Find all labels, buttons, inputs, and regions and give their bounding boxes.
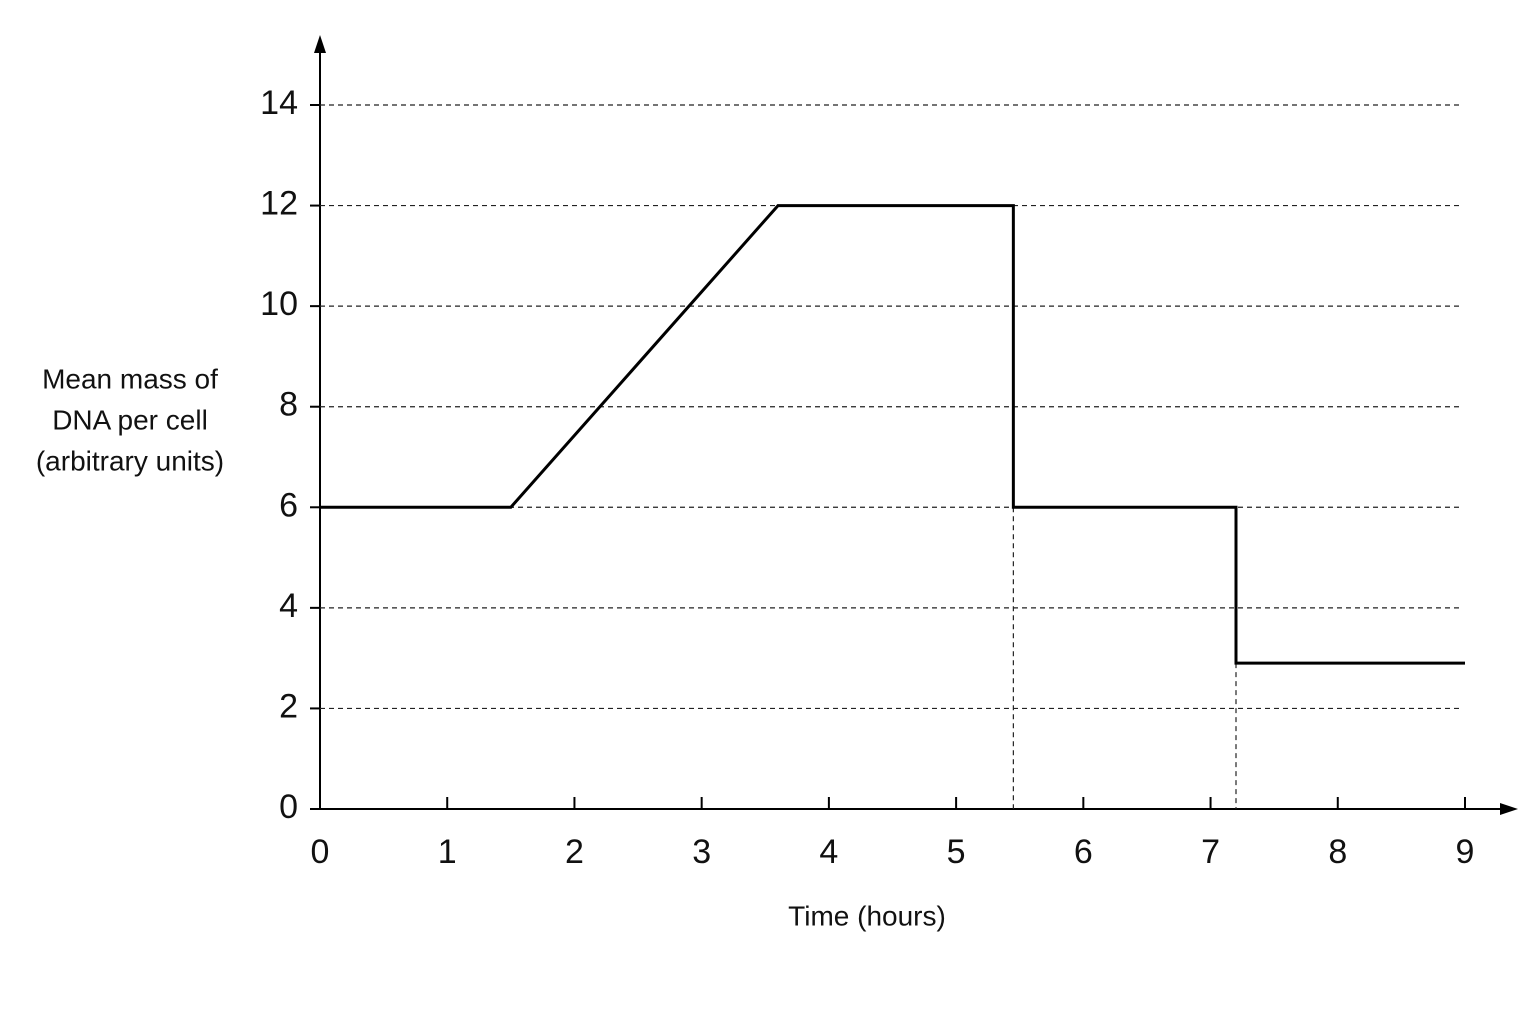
x-tick-label: 9 [1456,833,1475,871]
y-tick-label: 10 [260,285,298,323]
x-tick-label: 6 [1074,833,1093,871]
y-tick-label: 0 [279,788,298,826]
x-tick-label: 8 [1328,833,1347,871]
x-tick-label: 7 [1201,833,1220,871]
y-tick-label: 14 [260,84,298,122]
x-tick-label: 0 [311,833,330,871]
y-axis-label: Mean mass of [42,363,218,394]
y-tick-label: 2 [279,687,298,725]
y-axis-arrow [314,35,326,53]
x-axis-arrow [1500,803,1518,815]
y-tick-label: 6 [279,486,298,524]
x-tick-label: 3 [692,833,711,871]
x-tick-label: 1 [438,833,457,871]
x-axis-label: Time (hours) [788,900,946,931]
y-tick-label: 4 [279,587,298,625]
y-tick-label: 8 [279,386,298,424]
x-tick-label: 2 [565,833,584,871]
data-line [320,204,1465,665]
y-axis-label: DNA per cell [52,404,208,435]
x-tick-label: 5 [947,833,966,871]
y-tick-label: 12 [260,185,298,223]
x-tick-label: 4 [819,833,838,871]
y-axis-label: (arbitrary units) [36,445,224,476]
